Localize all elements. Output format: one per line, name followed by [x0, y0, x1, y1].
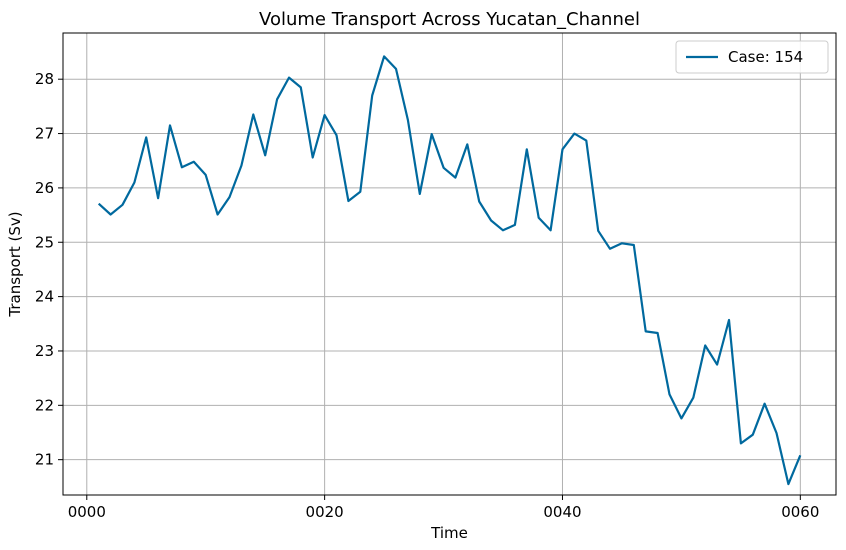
legend: Case: 154	[675, 40, 829, 74]
plot-frame	[62, 32, 837, 496]
grid-lines	[63, 33, 836, 495]
y-axis-label: Transport (Sv)	[6, 211, 24, 317]
legend-box	[675, 40, 829, 74]
chart-title: Volume Transport Across Yucatan_Channel	[259, 9, 640, 30]
series-lines	[97, 55, 802, 486]
y-tick-label: 28	[35, 70, 54, 88]
x-tick-label: 0060	[781, 503, 819, 521]
y-tick-label: 21	[35, 451, 54, 469]
x-tick-label: 0040	[543, 503, 581, 521]
x-tick-label: 0000	[68, 503, 106, 521]
axis-ticks: 0000 0020 0040 0060 21 22 23 24 25 26 27 28	[35, 70, 820, 521]
y-tick-label: 24	[35, 288, 54, 306]
x-tick-label: 0020	[306, 503, 344, 521]
y-tick-label: 23	[35, 342, 54, 360]
series-line	[97, 55, 802, 486]
x-axis-label: Time	[430, 524, 468, 542]
y-tick-label: 25	[35, 233, 54, 251]
y-tick-label: 26	[35, 179, 54, 197]
legend-label: Case: 154	[728, 48, 803, 66]
y-tick-label: 22	[35, 396, 54, 414]
y-tick-label: 27	[35, 125, 54, 143]
